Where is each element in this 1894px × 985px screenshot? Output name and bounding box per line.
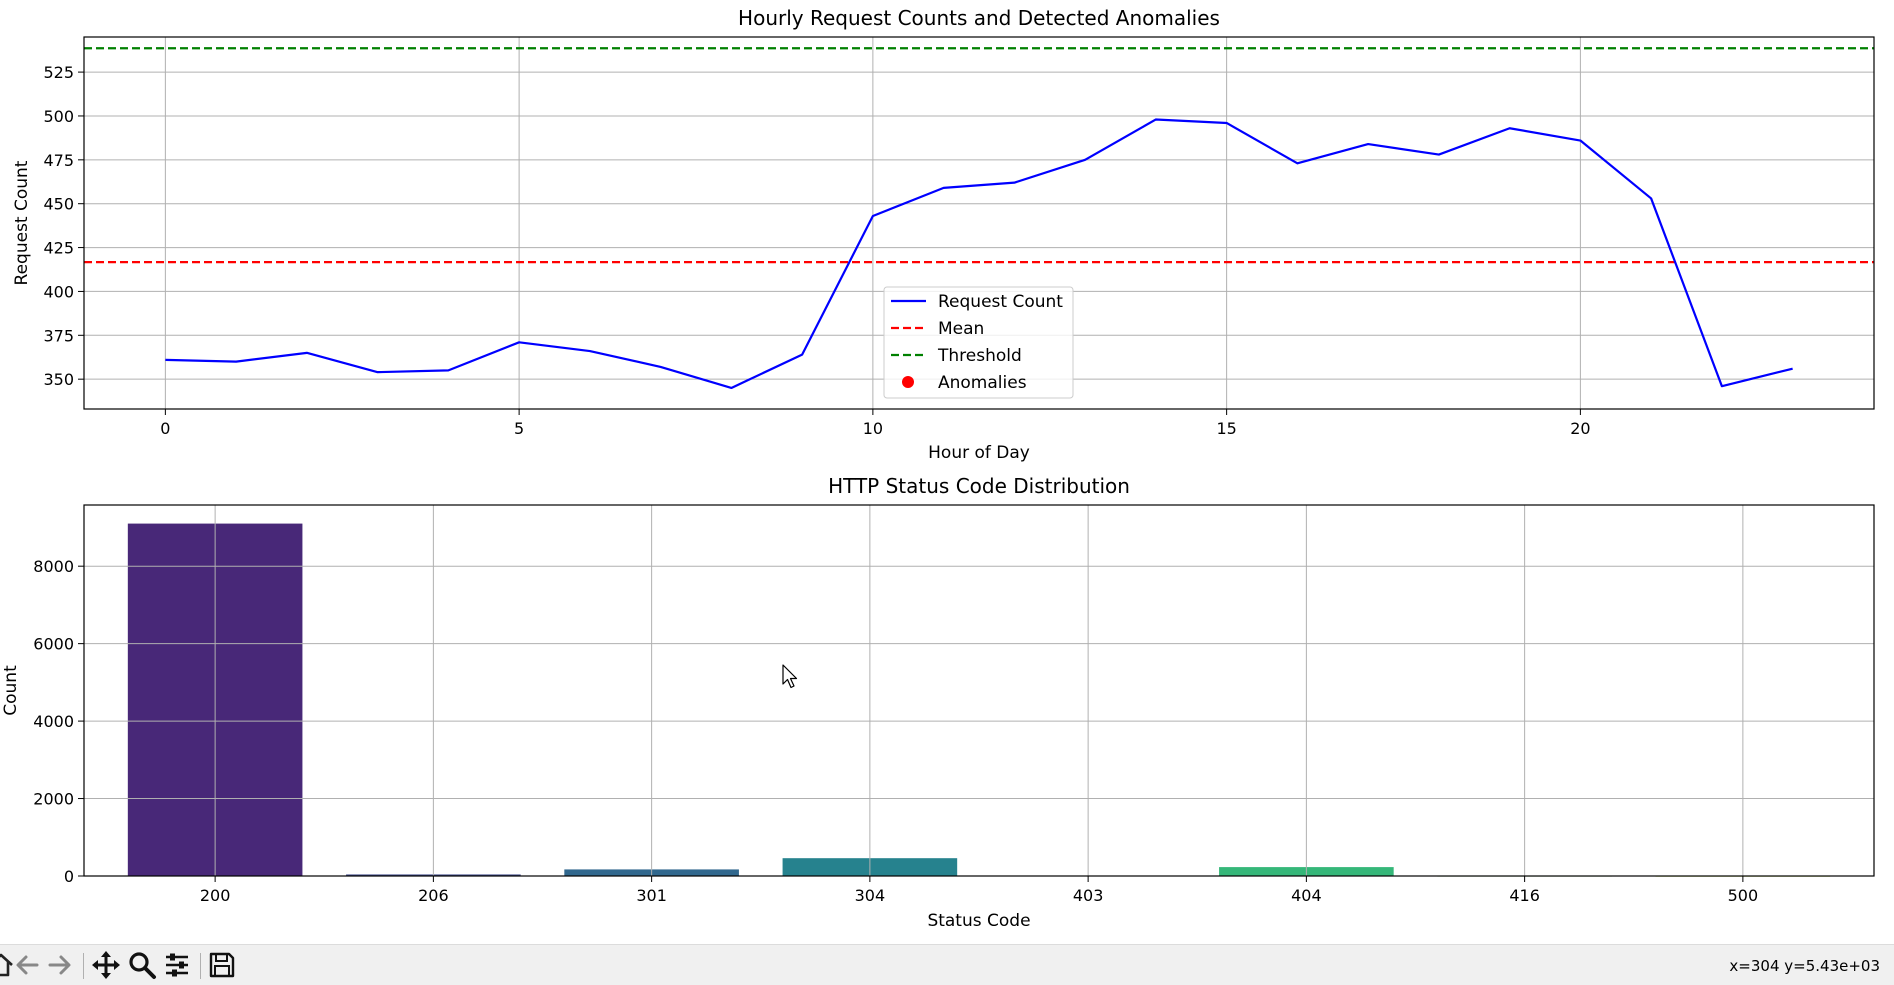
configure-subplots-icon [166, 953, 188, 977]
back-button[interactable] [12, 950, 42, 980]
save-icon [209, 952, 235, 978]
tick-label-y: 4000 [33, 712, 74, 731]
navigation-toolbar: x=304 y=5.43e+03 [0, 944, 1894, 985]
status-code-chart: HTTP Status Code Distribution Status Cod… [1, 474, 1875, 931]
tick-label-x: 304 [855, 886, 886, 905]
bars [127, 523, 1831, 877]
home-button[interactable] [0, 950, 16, 980]
x-axis-label: Status Code [927, 911, 1030, 931]
axis-ticks: 200 206 301 304 403 404 416 500 0 2000 4000 6000 800… [33, 557, 1758, 905]
tick-label-x: 5 [514, 419, 524, 438]
y-axis-label: Request Count [12, 160, 32, 285]
tick-label-y: 450 [43, 195, 74, 214]
tick-label-x: 10 [863, 419, 883, 438]
hourly-requests-chart: Hourly Request Counts and Detected Anoma… [12, 6, 1875, 463]
save-button[interactable] [207, 950, 237, 980]
legend-swatch-anomalies [902, 376, 914, 388]
tick-label-y: 2000 [33, 790, 74, 809]
mouse-cursor-icon [782, 664, 798, 689]
tick-label-x: 20 [1570, 419, 1590, 438]
tick-label-x: 403 [1073, 886, 1104, 905]
legend: Request Count Mean Threshold Anomalies [883, 286, 1074, 399]
tick-label-y: 500 [43, 107, 74, 126]
tick-label-y: 525 [43, 63, 74, 82]
reference-lines [84, 47, 1874, 264]
zoom-button[interactable] [127, 950, 157, 980]
tick-label-x: 301 [636, 886, 667, 905]
home-icon [0, 953, 13, 977]
configure-subplots-button[interactable] [162, 950, 192, 980]
toolbar-separator [83, 953, 84, 979]
legend-entry-mean: Mean [938, 319, 984, 339]
pan-button[interactable] [91, 950, 121, 980]
request-count-line [165, 118, 1793, 390]
zoom-icon [129, 952, 156, 979]
tick-label-x: 404 [1291, 886, 1322, 905]
x-axis-label: Hour of Day [928, 443, 1030, 463]
y-axis-label: Count [1, 665, 21, 716]
tick-label-x: 15 [1216, 419, 1236, 438]
forward-arrow-icon [48, 955, 71, 975]
forward-button[interactable] [45, 950, 75, 980]
tick-label-y: 400 [43, 282, 74, 301]
tick-label-x: 416 [1509, 886, 1540, 905]
cursor-coordinates-readout: x=304 y=5.43e+03 [1729, 957, 1880, 975]
tick-label-y: 350 [43, 370, 74, 389]
plot-frame [83, 36, 1875, 410]
series-lines [165, 118, 1793, 390]
grid [84, 505, 1874, 877]
toolbar-separator [200, 953, 201, 979]
legend-entry-anomalies: Anomalies [938, 373, 1027, 393]
legend-entry-request-count: Request Count [938, 292, 1063, 312]
tick-label-y: 8000 [33, 557, 74, 576]
chart-title: HTTP Status Code Distribution [828, 474, 1130, 498]
tick-label-y: 475 [43, 151, 74, 170]
plot-frame [83, 504, 1875, 877]
tick-label-y: 6000 [33, 635, 74, 654]
back-arrow-icon [16, 955, 39, 975]
tick-label-y: 375 [43, 326, 74, 345]
legend-box [883, 286, 1074, 399]
tick-label-x: 206 [418, 886, 449, 905]
pan-icon [92, 951, 120, 979]
tick-label-y: 0 [64, 867, 74, 886]
tick-label-y: 425 [43, 239, 74, 258]
chart-title: Hourly Request Counts and Detected Anoma… [738, 6, 1220, 30]
axis-ticks: 0 5 10 15 20 350 375 400 425 450 475 500 525 [43, 63, 1590, 438]
tick-label-x: 0 [160, 419, 170, 438]
legend-entry-threshold: Threshold [937, 346, 1022, 366]
figure-canvas[interactable]: Hourly Request Counts and Detected Anoma… [0, 0, 1894, 944]
tick-label-x: 500 [1728, 886, 1759, 905]
tick-label-x: 200 [200, 886, 231, 905]
